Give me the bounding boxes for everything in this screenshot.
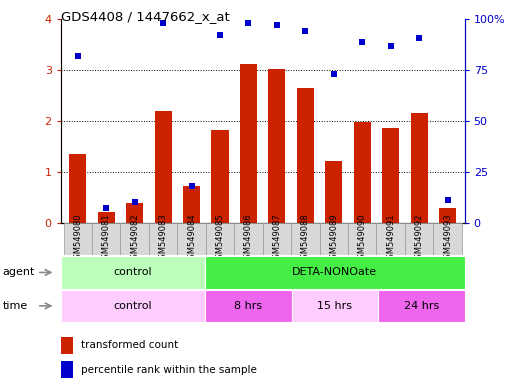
Text: DETA-NONOate: DETA-NONOate: [292, 267, 378, 278]
Bar: [348, 223, 376, 255]
Text: control: control: [114, 301, 152, 311]
Bar: [155, 111, 172, 223]
Bar: [63, 223, 92, 255]
Point: [444, 197, 452, 204]
Bar: [240, 64, 257, 223]
Point: [272, 22, 281, 28]
Text: GSM549088: GSM549088: [301, 214, 310, 265]
Bar: [206, 223, 234, 255]
Bar: [405, 223, 433, 255]
Text: percentile rank within the sample: percentile rank within the sample: [81, 364, 257, 374]
Text: time: time: [3, 301, 28, 311]
Bar: [205, 256, 465, 289]
Text: GSM549084: GSM549084: [187, 214, 196, 264]
Bar: [291, 290, 378, 322]
Point: [216, 32, 224, 38]
Point: [73, 53, 82, 59]
Bar: [61, 290, 205, 322]
Point: [187, 183, 196, 189]
Bar: [378, 290, 465, 322]
Text: GSM549089: GSM549089: [329, 214, 338, 264]
Text: 8 hrs: 8 hrs: [234, 301, 262, 311]
Bar: [291, 223, 319, 255]
Point: [244, 20, 253, 26]
Bar: [61, 337, 73, 354]
Text: GSM549085: GSM549085: [215, 214, 224, 264]
Bar: [149, 223, 177, 255]
Bar: [205, 290, 291, 322]
Bar: [120, 223, 149, 255]
Text: GSM549092: GSM549092: [414, 214, 423, 264]
Bar: [439, 209, 456, 223]
Bar: [376, 223, 405, 255]
Text: agent: agent: [3, 267, 35, 278]
Text: GSM549090: GSM549090: [358, 214, 367, 264]
Bar: [92, 223, 120, 255]
Text: control: control: [114, 267, 152, 278]
Text: GSM549080: GSM549080: [73, 214, 82, 264]
Text: GSM549083: GSM549083: [158, 214, 167, 265]
Bar: [177, 223, 206, 255]
Bar: [433, 223, 462, 255]
Text: GSM549086: GSM549086: [244, 214, 253, 265]
Bar: [268, 69, 286, 223]
Text: 24 hrs: 24 hrs: [404, 301, 439, 311]
Point: [159, 20, 167, 26]
Text: GSM549082: GSM549082: [130, 214, 139, 264]
Bar: [98, 212, 115, 223]
Point: [329, 71, 338, 77]
Point: [130, 199, 139, 205]
Bar: [297, 88, 314, 223]
Text: GSM549081: GSM549081: [102, 214, 111, 264]
Text: GSM549093: GSM549093: [443, 214, 452, 264]
Bar: [262, 223, 291, 255]
Bar: [126, 204, 143, 223]
Bar: [61, 256, 205, 289]
Bar: [183, 186, 200, 223]
Point: [102, 205, 110, 212]
Bar: [61, 361, 73, 378]
Bar: [325, 161, 342, 223]
Bar: [411, 113, 428, 223]
Point: [386, 43, 395, 49]
Bar: [234, 223, 263, 255]
Text: GSM549087: GSM549087: [272, 214, 281, 265]
Bar: [382, 127, 399, 223]
Text: transformed count: transformed count: [81, 340, 178, 350]
Point: [415, 35, 423, 41]
Text: GDS4408 / 1447662_x_at: GDS4408 / 1447662_x_at: [61, 10, 230, 23]
Point: [358, 38, 366, 45]
Point: [301, 28, 309, 35]
Text: 15 hrs: 15 hrs: [317, 301, 352, 311]
Bar: [69, 154, 86, 223]
Text: GSM549091: GSM549091: [386, 214, 395, 264]
Bar: [319, 223, 348, 255]
Bar: [212, 130, 229, 223]
Bar: [354, 122, 371, 223]
